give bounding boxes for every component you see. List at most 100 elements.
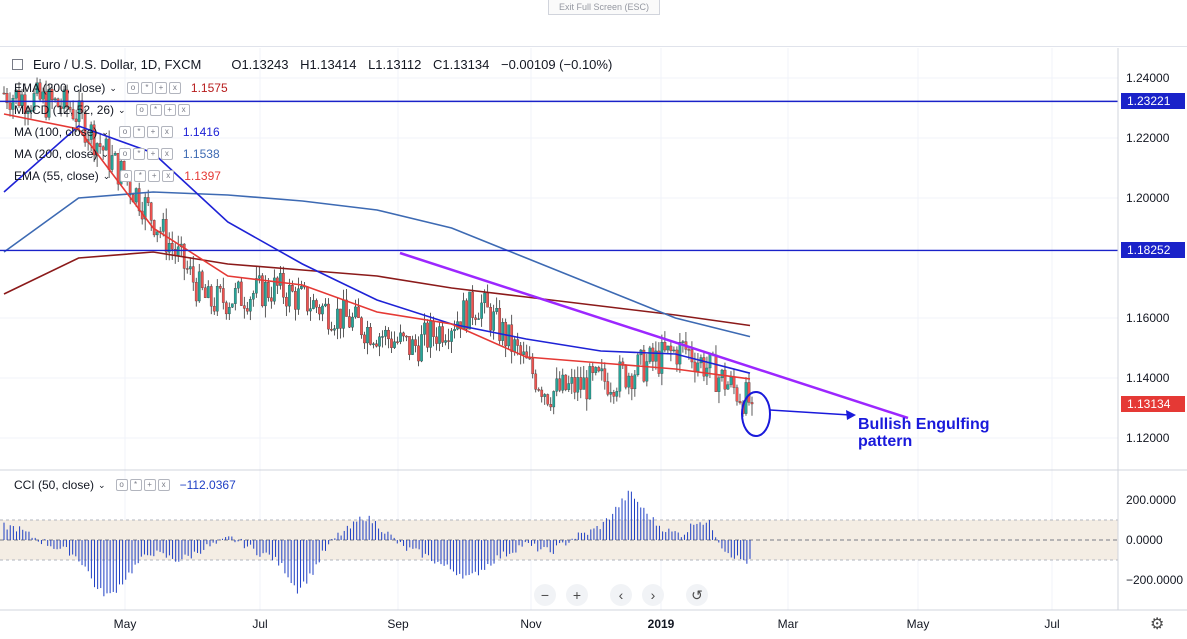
candle-body (672, 349, 676, 352)
candle-body (600, 368, 604, 372)
time-tick-label: Nov (520, 617, 541, 631)
candle-body (624, 365, 628, 388)
low-value: L1.13112 (368, 57, 422, 72)
horizontal-levels (0, 100, 1118, 252)
candle-body (537, 389, 541, 391)
cci-label: CCI (50, close) (14, 478, 95, 492)
zoom-out-button[interactable]: − (534, 584, 556, 606)
top-toolbar: Exit Full Screen (ESC) (0, 0, 1187, 47)
candle-body (2, 92, 6, 95)
pattern-label-line2: pattern (858, 433, 913, 450)
candle-body (609, 392, 613, 395)
candle-body (339, 308, 342, 329)
candle-body (435, 336, 438, 344)
candle-body (161, 219, 165, 232)
indicator-controls[interactable]: o * + x (120, 170, 175, 182)
candle-body (236, 281, 240, 289)
chevron-down-icon[interactable]: ⌄ (109, 82, 117, 93)
cci-tick-label: 200.0000 (1126, 493, 1176, 507)
plus-icon: + (148, 170, 161, 182)
pattern-label: Bullish Engulfing pattern (858, 416, 990, 450)
cci-controls[interactable]: o * + x (115, 479, 170, 491)
price-axis: 1.24000 1.22000 1.20000 1.16000 1.14000 1.120… (0, 48, 1187, 631)
indicator-value: 1.1575 (190, 81, 228, 95)
cci-value: −112.0367 (179, 478, 236, 492)
chevron-down-icon[interactable]: ⌄ (118, 104, 126, 115)
candle-body (342, 299, 345, 329)
gear-icon: * (134, 170, 147, 182)
candle-body (191, 266, 195, 283)
cci-tick-label: 0.0000 (1126, 533, 1163, 547)
candle-body (363, 334, 366, 344)
price-tick-label: 1.14000 (1126, 371, 1170, 385)
candle-body (726, 384, 730, 390)
chevron-down-icon[interactable]: ⌄ (98, 479, 106, 490)
candle-body (528, 357, 532, 360)
candle-body (747, 382, 751, 403)
indicator-value: 1.1397 (184, 169, 221, 183)
candle-body (321, 305, 324, 315)
chevron-down-icon[interactable]: ⌄ (101, 126, 109, 137)
candle-body (375, 343, 378, 347)
candle-body (444, 340, 447, 343)
indicator-controls[interactable]: o * + x (118, 148, 173, 160)
chevron-down-icon[interactable]: ⌄ (102, 170, 111, 181)
candle-body (35, 82, 39, 94)
candle-body (345, 299, 348, 317)
candle-body (426, 322, 429, 348)
candle-body (14, 89, 18, 99)
candle-body (714, 354, 718, 392)
indicator-label: MA (200, close) (14, 147, 98, 161)
candle-body (203, 287, 207, 298)
candle-body (678, 342, 682, 365)
collapse-icon[interactable] (12, 59, 23, 70)
candle-body (663, 342, 667, 351)
candle-body (438, 326, 441, 344)
candle-body (194, 282, 198, 302)
candle-body (291, 284, 294, 292)
scroll-forward-button[interactable]: › (642, 584, 664, 606)
candle-body (146, 197, 150, 203)
candle-body (405, 335, 408, 338)
candle-body (651, 347, 655, 362)
candle-body (582, 377, 586, 390)
candle-body (116, 153, 120, 185)
candle-body (666, 345, 670, 351)
candle-body (573, 377, 577, 393)
candle-body (95, 143, 99, 156)
candle-body (47, 88, 51, 118)
chevron-down-icon[interactable]: ⌄ (101, 148, 109, 159)
candle-body (705, 367, 709, 377)
candle-body (567, 383, 571, 390)
zoom-in-button[interactable]: + (566, 584, 588, 606)
candle-body (585, 377, 589, 400)
indicator-controls[interactable]: o * + x (118, 126, 173, 138)
candle-body (285, 297, 288, 307)
eye-icon: o (118, 126, 131, 138)
candle-body (354, 306, 357, 318)
settings-gear-icon[interactable]: ⚙ (1150, 616, 1165, 633)
candle-body (603, 368, 607, 382)
exit-fullscreen-button[interactable]: Exit Full Screen (ESC) (548, 0, 660, 15)
candle-body (218, 286, 222, 289)
reset-chart-button[interactable]: ↺ (686, 584, 708, 606)
indicator-controls[interactable]: o * + x (135, 104, 190, 116)
candle-body (233, 288, 237, 304)
candle-body (300, 285, 303, 289)
candle-body (390, 338, 393, 348)
scroll-back-button[interactable]: ‹ (610, 584, 632, 606)
candle-body (224, 302, 228, 315)
plus-icon: + (146, 148, 159, 160)
candle-body (17, 89, 21, 107)
candle-body (540, 389, 544, 397)
indicator-controls[interactable]: o * + x (126, 82, 181, 94)
annotation-arrow-head (846, 410, 856, 420)
candle-body (729, 376, 733, 385)
candle-body (687, 349, 691, 351)
candle-body (62, 89, 66, 109)
ma-line (3, 251, 751, 327)
indicator-label: MACD (12, 52, 26) (14, 103, 115, 117)
candle-body (50, 88, 54, 101)
gear-icon: * (132, 126, 145, 138)
